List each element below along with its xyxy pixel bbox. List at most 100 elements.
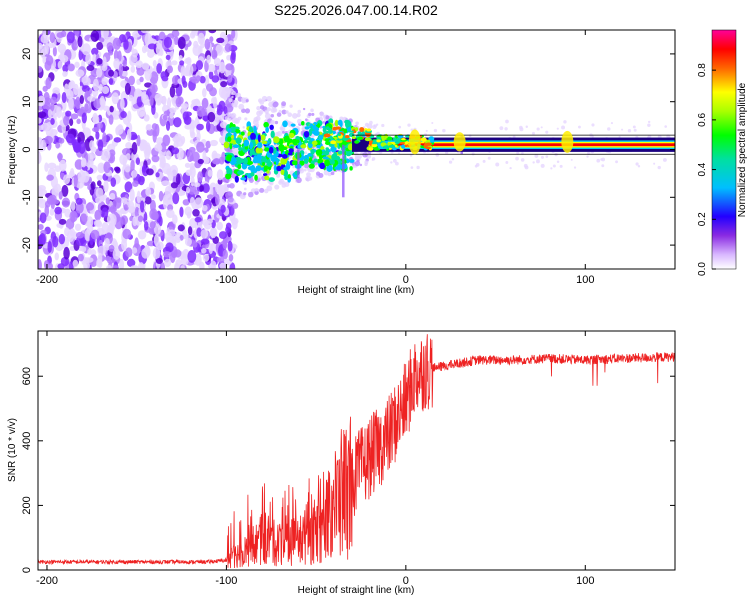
spectrogram-cell (135, 157, 141, 166)
spectrogram-cell (169, 85, 176, 98)
spectrogram-cell (89, 140, 95, 150)
spectrogram-cell (232, 202, 239, 209)
spectrogram-cell (274, 184, 280, 190)
spectrogram-cell (285, 110, 289, 114)
spectrogram-cell (77, 131, 85, 145)
spectrogram-cell (210, 260, 217, 269)
spectrogram-cell (231, 219, 238, 230)
spectrogram-cell (180, 253, 189, 266)
spectrogram-ridge-bump (408, 129, 421, 155)
spectrogram-cell (109, 105, 114, 113)
spectrogram-cell (68, 81, 74, 91)
spectrogram-cell (227, 74, 233, 83)
spectrogram-cell (254, 174, 258, 181)
spectrogram-cell (171, 147, 180, 155)
spectrogram-cell (531, 131, 536, 135)
spectrogram-cell (287, 152, 293, 156)
spectrogram-cell (119, 197, 128, 204)
spectrogram-cell (160, 142, 167, 153)
spectrogram-cell (131, 48, 138, 58)
snr-xlabel: Height of straight line (km) (298, 585, 415, 596)
spectrogram-cell (147, 49, 155, 59)
spectrogram-cell (90, 181, 96, 191)
spectrogram-cell (308, 128, 313, 137)
spectrogram-cell (44, 162, 49, 173)
spectrogram-cell (265, 111, 269, 115)
spectrogram-cell (169, 107, 177, 114)
spectrogram-cell (112, 265, 119, 269)
spectrogram-cell (664, 125, 667, 128)
spectrogram-cell (233, 131, 237, 137)
spectrogram-cell (96, 174, 103, 181)
spectrogram-cell (120, 98, 125, 110)
spectrogram-cell (226, 132, 231, 138)
spectrogram-x-tick-label: -200 (36, 274, 58, 286)
colorbar-label: Normalized spectral amplitude (737, 82, 748, 217)
spectrogram-y-tick-label: 10 (21, 96, 33, 108)
spectrogram-cell (240, 177, 247, 181)
spectrogram-cell (376, 139, 381, 143)
colorbar-tick-label: 0.6 (697, 112, 708, 126)
spectrogram-cell (596, 158, 601, 163)
spectrogram-cell (102, 56, 107, 68)
snr-frame (37, 330, 676, 571)
spectrogram-cell (561, 125, 565, 130)
spectrogram-cell (171, 75, 180, 86)
spectrogram-cell (431, 121, 434, 125)
spectrogram-cell (225, 92, 231, 98)
spectrogram-cell (141, 92, 146, 104)
spectrogram-cell (301, 121, 305, 126)
spectrogram-cell (101, 77, 109, 85)
spectrogram-cell (148, 38, 157, 46)
spectrogram-cell (230, 91, 234, 95)
spectrogram-cell (231, 95, 234, 99)
spectrogram-cell (311, 140, 318, 146)
spectrogram-cell (326, 126, 330, 130)
spectrogram-cell (287, 174, 291, 179)
spectrogram-cell (149, 221, 156, 229)
spectrogram-cell (131, 169, 138, 178)
spectrogram-cell (225, 222, 232, 230)
spectrogram-cell (256, 170, 262, 176)
spectrogram-cell (124, 181, 133, 193)
spectrogram-cell (241, 100, 246, 104)
spectrogram-cell (354, 153, 360, 158)
spectrogram-cell (67, 63, 75, 72)
spectrogram-cell (182, 199, 190, 206)
spectrogram-cell (219, 61, 226, 74)
spectrogram-cell (243, 139, 250, 147)
spectrogram-cell (104, 237, 110, 248)
spectrogram-cell (319, 162, 326, 170)
spectrogram-cell (116, 197, 122, 203)
spectrogram-cell (73, 174, 78, 187)
spectrogram-cell (90, 30, 100, 42)
spectrogram-cell (118, 259, 125, 269)
spectrogram-cell (81, 112, 87, 124)
spectrogram-cell (359, 127, 365, 133)
spectrogram-cell (146, 128, 155, 136)
spectrogram-cell (128, 75, 135, 86)
spectrogram-cell (124, 82, 131, 95)
spectrogram-x-tick-label: -100 (215, 274, 237, 286)
spectrogram-cell (227, 240, 233, 252)
spectrogram-cell (425, 142, 433, 146)
spectrogram-cell (48, 194, 57, 205)
spectrogram-cell (80, 157, 87, 168)
spectrogram-cell (273, 164, 278, 172)
spectrogram-cell (173, 249, 182, 258)
spectrogram-cell (591, 135, 594, 138)
spectrogram-cell (505, 119, 509, 124)
spectrogram-cell (153, 233, 160, 247)
spectrogram-cell (58, 233, 66, 245)
spectrogram-cell (139, 200, 145, 213)
spectrogram-ridge-peak (396, 143, 675, 147)
spectrogram-cell (179, 206, 184, 218)
spectrogram-cell (233, 118, 240, 124)
spectrogram-cell (366, 128, 372, 132)
spectrogram-cell (304, 151, 308, 155)
spectrogram-cell (257, 156, 261, 163)
spectrogram-cell (201, 97, 209, 109)
spectrogram-cell (234, 175, 239, 183)
spectrogram-cell (307, 153, 313, 157)
